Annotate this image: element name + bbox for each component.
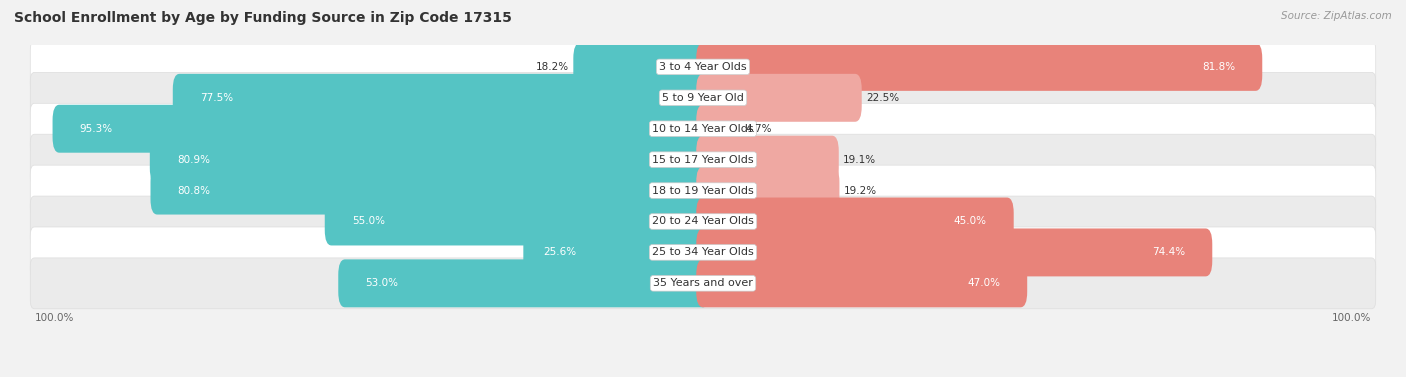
FancyBboxPatch shape (31, 196, 1375, 247)
Text: 15 to 17 Year Olds: 15 to 17 Year Olds (652, 155, 754, 165)
Text: 25 to 34 Year Olds: 25 to 34 Year Olds (652, 247, 754, 257)
FancyBboxPatch shape (150, 167, 710, 215)
Text: 45.0%: 45.0% (953, 216, 987, 227)
Text: 5 to 9 Year Old: 5 to 9 Year Old (662, 93, 744, 103)
Text: 4.7%: 4.7% (745, 124, 772, 134)
Text: 47.0%: 47.0% (967, 278, 1000, 288)
Text: 18 to 19 Year Olds: 18 to 19 Year Olds (652, 185, 754, 196)
FancyBboxPatch shape (31, 134, 1375, 185)
Text: 80.9%: 80.9% (177, 155, 209, 165)
FancyBboxPatch shape (696, 259, 1028, 307)
Text: 80.8%: 80.8% (177, 185, 211, 196)
FancyBboxPatch shape (31, 103, 1375, 154)
FancyBboxPatch shape (325, 198, 710, 245)
FancyBboxPatch shape (696, 43, 1263, 91)
FancyBboxPatch shape (696, 136, 839, 184)
FancyBboxPatch shape (696, 198, 1014, 245)
Text: 53.0%: 53.0% (366, 278, 398, 288)
FancyBboxPatch shape (31, 165, 1375, 216)
FancyBboxPatch shape (31, 258, 1375, 309)
FancyBboxPatch shape (52, 105, 710, 153)
FancyBboxPatch shape (574, 43, 710, 91)
Text: School Enrollment by Age by Funding Source in Zip Code 17315: School Enrollment by Age by Funding Sour… (14, 11, 512, 25)
Text: 55.0%: 55.0% (352, 216, 385, 227)
FancyBboxPatch shape (696, 74, 862, 122)
Text: 18.2%: 18.2% (536, 62, 569, 72)
FancyBboxPatch shape (339, 259, 710, 307)
Text: 20 to 24 Year Olds: 20 to 24 Year Olds (652, 216, 754, 227)
Text: 25.6%: 25.6% (544, 247, 576, 257)
Text: 95.3%: 95.3% (80, 124, 112, 134)
FancyBboxPatch shape (31, 41, 1375, 92)
FancyBboxPatch shape (696, 105, 741, 153)
Text: 74.4%: 74.4% (1152, 247, 1185, 257)
FancyBboxPatch shape (523, 228, 710, 276)
Text: Source: ZipAtlas.com: Source: ZipAtlas.com (1281, 11, 1392, 21)
FancyBboxPatch shape (150, 136, 710, 184)
Text: 100.0%: 100.0% (1333, 313, 1372, 323)
Text: 19.2%: 19.2% (844, 185, 876, 196)
FancyBboxPatch shape (31, 72, 1375, 123)
Text: 81.8%: 81.8% (1202, 62, 1236, 72)
Text: 35 Years and over: 35 Years and over (652, 278, 754, 288)
FancyBboxPatch shape (31, 227, 1375, 278)
Text: 77.5%: 77.5% (200, 93, 233, 103)
Text: 10 to 14 Year Olds: 10 to 14 Year Olds (652, 124, 754, 134)
FancyBboxPatch shape (696, 228, 1212, 276)
Text: 100.0%: 100.0% (34, 313, 73, 323)
Text: 3 to 4 Year Olds: 3 to 4 Year Olds (659, 62, 747, 72)
FancyBboxPatch shape (173, 74, 710, 122)
FancyBboxPatch shape (696, 167, 839, 215)
Text: 22.5%: 22.5% (866, 93, 898, 103)
Text: 19.1%: 19.1% (842, 155, 876, 165)
